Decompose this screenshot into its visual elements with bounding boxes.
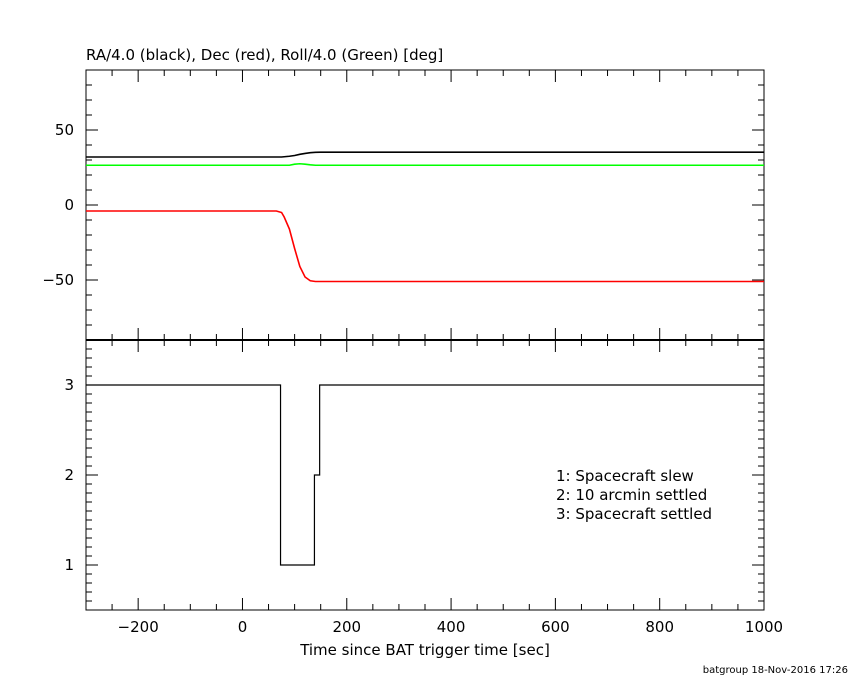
y-tick-label-top: 0 bbox=[64, 196, 74, 214]
x-tick-label: 0 bbox=[238, 618, 248, 636]
chart-title: RA/4.0 (black), Dec (red), Roll/4.0 (Gre… bbox=[86, 46, 443, 64]
legend-entry: 1: Spacecraft slew bbox=[556, 467, 694, 485]
x-tick-label: 400 bbox=[437, 618, 466, 636]
x-tick-label: 1000 bbox=[745, 618, 783, 636]
dec-series-line bbox=[86, 210, 764, 283]
y-tick-label-top: 50 bbox=[55, 121, 74, 139]
x-tick-label: −200 bbox=[118, 618, 159, 636]
x-axis-label: Time since BAT trigger time [sec] bbox=[299, 641, 550, 659]
x-tick-label: 200 bbox=[332, 618, 361, 636]
ra-series-line bbox=[86, 151, 764, 158]
footer-stamp: batgroup 18-Nov-2016 17:26 bbox=[703, 665, 848, 676]
attitude-panel: 50 0 −50 bbox=[42, 69, 765, 341]
settle-status-line bbox=[86, 384, 764, 566]
roll-series-line bbox=[86, 162, 764, 167]
x-tick-label: 800 bbox=[645, 618, 674, 636]
y-tick-label-top: −50 bbox=[42, 271, 74, 289]
x-tick-label: 600 bbox=[541, 618, 570, 636]
settle-status-panel: 1 2 3 −200 0 200 400 600 800 1000 1: Spacecraft sl… bbox=[64, 339, 783, 636]
plot-frame-top bbox=[85, 69, 765, 341]
y-tick-label-bottom: 2 bbox=[64, 466, 74, 484]
y-tick-label-bottom: 1 bbox=[64, 556, 74, 574]
legend-entry: 3: Spacecraft settled bbox=[556, 505, 712, 523]
legend-entry: 2: 10 arcmin settled bbox=[556, 486, 707, 504]
y-tick-label-bottom: 3 bbox=[64, 376, 74, 394]
